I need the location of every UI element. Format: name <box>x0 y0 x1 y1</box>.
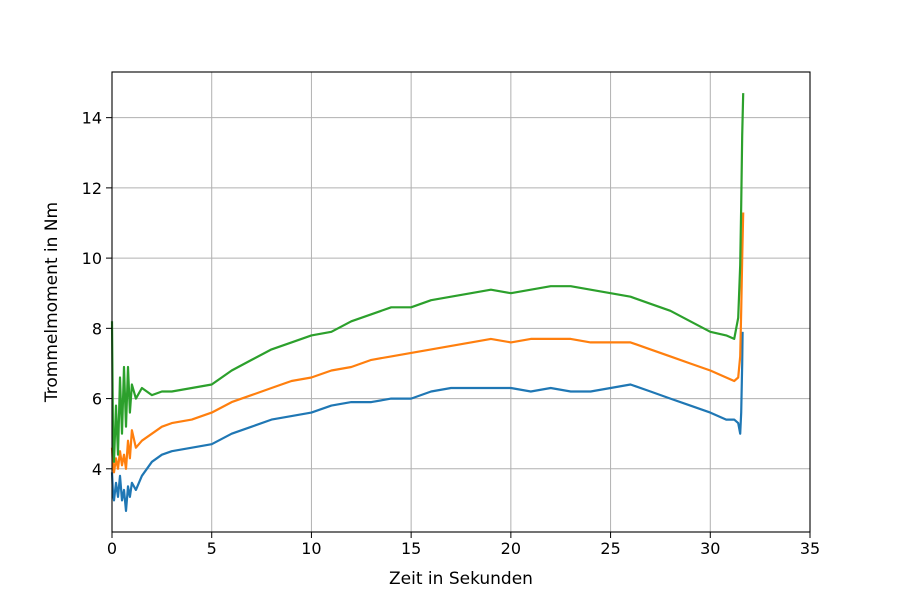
y-tick-label: 8 <box>92 319 102 338</box>
x-tick-label: 35 <box>800 539 820 558</box>
x-tick-label: 20 <box>501 539 521 558</box>
x-axis-label: Zeit in Sekunden <box>389 569 533 589</box>
y-axis: 4 6 8 10 12 14 <box>82 109 112 479</box>
y-tick-label: 10 <box>82 249 102 268</box>
x-tick-label: 25 <box>600 539 620 558</box>
y-tick-label: 14 <box>82 109 102 128</box>
x-tick-label: 5 <box>207 539 217 558</box>
y-axis-label: Trommelmoment in Nm <box>42 202 62 403</box>
x-tick-label: 15 <box>401 539 421 558</box>
series-line-1 <box>110 331 744 512</box>
y-tick-label: 6 <box>92 390 102 409</box>
y-tick-label: 12 <box>82 179 102 198</box>
x-tick-label: 10 <box>301 539 321 558</box>
gridlines <box>111 72 811 532</box>
series-line-2 <box>110 212 745 474</box>
x-tick-label: 0 <box>107 539 117 558</box>
series-lines <box>110 93 745 512</box>
y-tick-label: 4 <box>92 460 102 479</box>
x-axis: 0 5 10 15 20 25 30 35 <box>107 532 820 558</box>
series-line-3 <box>110 93 745 463</box>
plot-area-frame <box>111 71 811 533</box>
x-tick-label: 30 <box>700 539 720 558</box>
